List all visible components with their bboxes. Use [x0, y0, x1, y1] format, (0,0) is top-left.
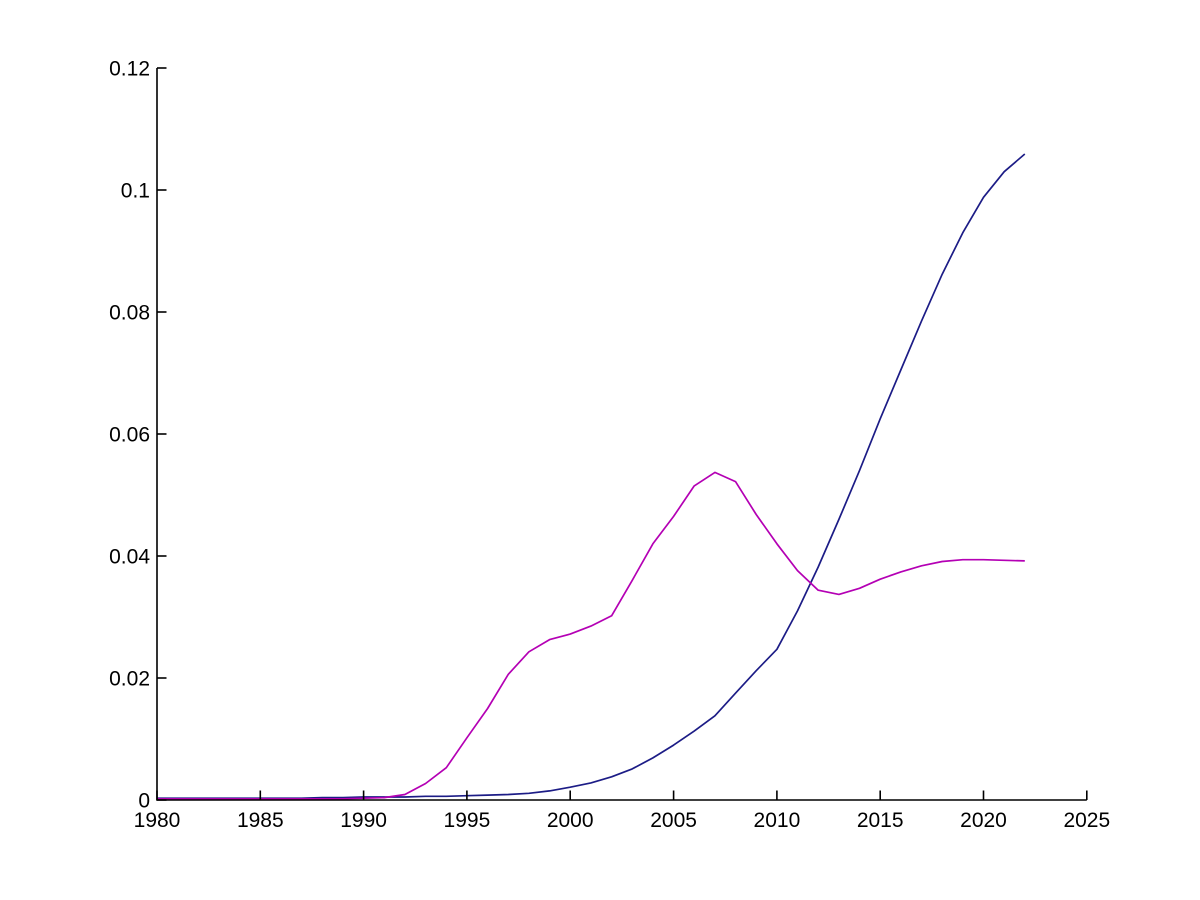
svg-text:2025: 2025: [1063, 809, 1110, 832]
svg-text:2010: 2010: [754, 809, 801, 832]
svg-text:1985: 1985: [237, 809, 284, 832]
svg-text:0.1: 0.1: [121, 180, 150, 203]
svg-text:0.02: 0.02: [109, 668, 150, 691]
svg-text:1995: 1995: [444, 809, 491, 832]
svg-text:0.12: 0.12: [109, 58, 150, 81]
svg-text:1980: 1980: [134, 809, 181, 832]
svg-text:2015: 2015: [857, 809, 904, 832]
svg-text:0: 0: [138, 790, 150, 813]
svg-text:2005: 2005: [650, 809, 697, 832]
svg-text:1990: 1990: [340, 809, 387, 832]
svg-text:2020: 2020: [960, 809, 1007, 832]
svg-text:0.04: 0.04: [109, 546, 150, 569]
svg-text:0.08: 0.08: [109, 302, 150, 325]
svg-text:2000: 2000: [547, 809, 594, 832]
svg-text:0.06: 0.06: [109, 424, 150, 447]
